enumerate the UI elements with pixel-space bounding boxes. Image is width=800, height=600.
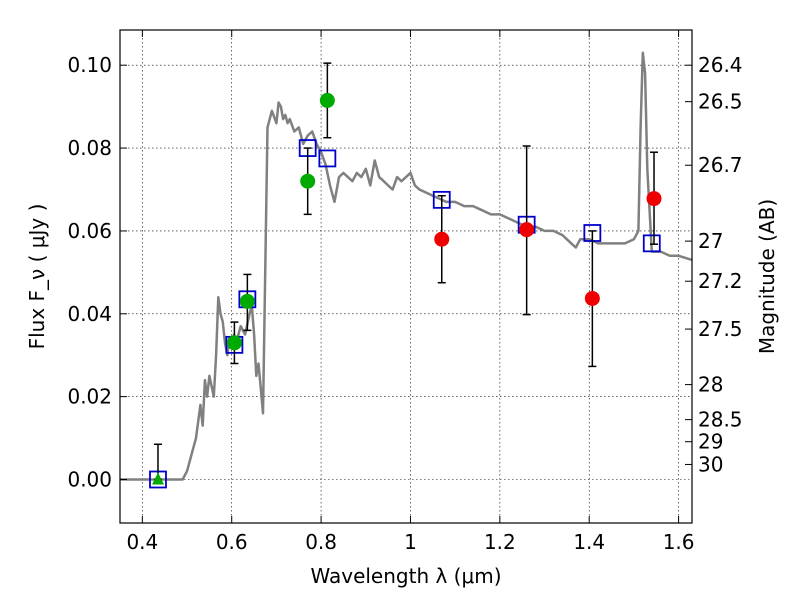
grid-lines	[120, 30, 692, 523]
x-tick-label: 0.8	[305, 530, 337, 554]
y-tick-label: 0.00	[67, 468, 112, 492]
optical-data-point	[239, 293, 255, 309]
x-axis-label: Wavelength λ (μm)	[310, 564, 501, 588]
mag-tick-label: 28	[698, 373, 723, 397]
mag-tick-label: 26.7	[698, 153, 743, 177]
x-tick-label: 1.4	[573, 530, 605, 554]
x-tick-label: 1.2	[484, 530, 516, 554]
mag-tick-label: 28.5	[698, 408, 743, 432]
mag-tick-label: 27.5	[698, 317, 743, 341]
nir-data-point	[646, 191, 662, 207]
y-tick-label: 0.10	[67, 53, 112, 77]
x-tick-label: 1.6	[663, 530, 695, 554]
y-tick-label: 0.08	[67, 136, 112, 160]
optical-data-point	[319, 92, 335, 108]
mag-tick-label: 26.5	[698, 90, 743, 114]
mag-tick-label: 30	[698, 452, 723, 476]
mag-tick-label: 29	[698, 430, 723, 454]
nir-data-point	[584, 290, 600, 306]
plot-frame	[119, 29, 693, 524]
upper-limit-triangle	[151, 472, 164, 485]
mag-tick-label: 27	[698, 229, 723, 253]
mag-tick-label: 26.4	[698, 53, 743, 77]
model-flux-square	[642, 234, 661, 253]
series-layer	[120, 51, 693, 489]
mag-tick-label: 27.2	[698, 269, 743, 293]
optical-data-point	[300, 173, 316, 189]
nir-data-point	[519, 222, 535, 238]
axis-labels: Wavelength λ (μm) Flux F_ν ( μJy ) Magni…	[25, 199, 779, 588]
axis-ticks: 0.4 0.6 0.8 1 1.2 1.4 1.6 0.00 0.02 0.04 0.06 0.08 0…	[67, 30, 743, 554]
y-tick-label: 0.02	[67, 385, 112, 409]
optical-data-point	[226, 335, 242, 351]
y-axis-label: Flux F_ν ( μJy )	[25, 204, 49, 350]
x-tick-label: 0.4	[126, 530, 158, 554]
nir-data-point	[434, 231, 450, 247]
y-tick-label: 0.06	[67, 219, 112, 243]
x-tick-label: 0.6	[216, 530, 248, 554]
model-sed-line	[120, 51, 693, 481]
y-axis-right-label: Magnitude (AB)	[755, 199, 779, 354]
model-flux-square	[318, 149, 337, 168]
x-tick-label: 1	[404, 530, 417, 554]
y-tick-label: 0.04	[67, 302, 112, 326]
